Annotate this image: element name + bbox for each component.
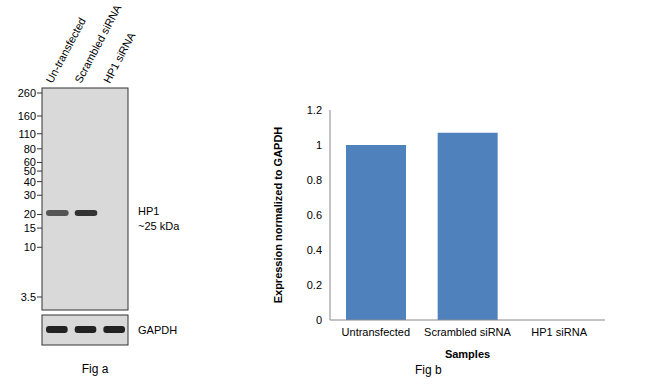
svg-text:0.8: 0.8: [307, 174, 322, 186]
svg-text:HP1 siRNA: HP1 siRNA: [101, 30, 138, 85]
svg-text:260: 260: [18, 87, 36, 99]
svg-text:15: 15: [24, 222, 36, 234]
svg-text:3.5: 3.5: [21, 291, 36, 303]
svg-text:Un-transfected: Un-transfected: [43, 15, 88, 85]
svg-text:HP1 siRNA: HP1 siRNA: [531, 326, 587, 338]
svg-text:GAPDH: GAPDH: [138, 324, 177, 336]
svg-text:60: 60: [23, 156, 36, 169]
svg-text:50: 50: [23, 165, 36, 178]
svg-text:Samples: Samples: [445, 348, 490, 360]
svg-text:Expression normalized to GAPDH: Expression normalized to GAPDH: [272, 127, 284, 304]
svg-text:Scrambled siRNA: Scrambled siRNA: [72, 2, 124, 85]
svg-text:0: 0: [316, 314, 322, 326]
svg-text:Untransfected: Untransfected: [342, 326, 410, 338]
svg-text:HP1: HP1: [138, 205, 159, 217]
svg-text:160: 160: [18, 110, 36, 122]
svg-text:1.2: 1.2: [307, 104, 322, 116]
svg-text:10: 10: [24, 241, 36, 253]
svg-text:~25 kDa: ~25 kDa: [138, 220, 180, 232]
svg-text:110: 110: [18, 128, 36, 140]
svg-text:Fig a: Fig a: [82, 362, 109, 376]
svg-text:80: 80: [24, 143, 36, 155]
html-text:Fig b: Fig b: [415, 363, 442, 377]
svg-text:0.2: 0.2: [307, 279, 322, 291]
svg-text:0.4: 0.4: [307, 244, 322, 256]
svg-text:20: 20: [24, 208, 36, 220]
svg-text:1: 1: [316, 139, 322, 151]
svg-text:40: 40: [24, 176, 36, 188]
svg-text:30: 30: [24, 189, 36, 201]
svg-text:0.6: 0.6: [307, 209, 322, 221]
svg-text:Scrambled siRNA: Scrambled siRNA: [424, 326, 511, 338]
